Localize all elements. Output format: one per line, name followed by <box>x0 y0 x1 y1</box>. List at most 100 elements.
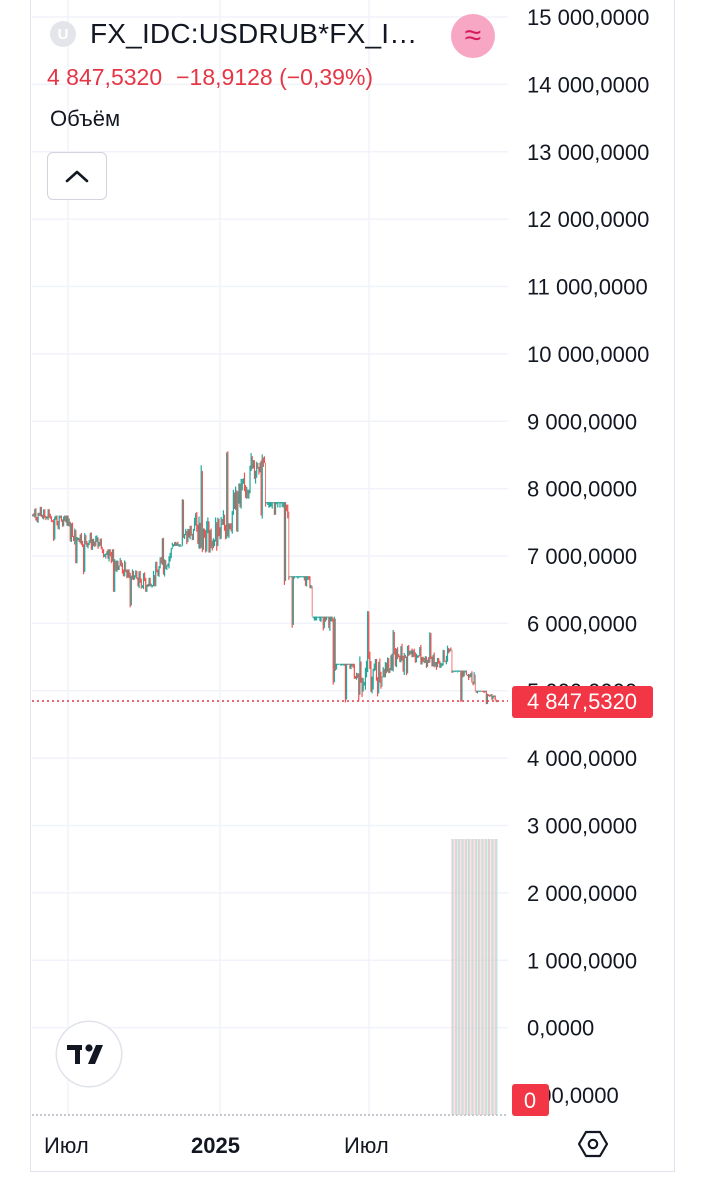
candle <box>182 499 185 538</box>
svg-text:4 847,5320: 4 847,5320 <box>527 689 637 714</box>
candle <box>246 486 248 499</box>
candle <box>353 663 355 679</box>
candle <box>66 515 68 526</box>
candle <box>378 661 380 694</box>
candle <box>272 502 274 504</box>
candle <box>355 672 358 680</box>
candle <box>460 670 462 702</box>
candle <box>39 506 41 517</box>
candle <box>156 561 158 573</box>
candle <box>469 674 471 678</box>
price-legend: 4 847,5320 −18,9128 (−0,39%) <box>47 64 387 91</box>
candle <box>144 572 146 582</box>
candle <box>106 551 108 555</box>
candle <box>129 572 131 608</box>
price-axis-label: 3 000,0000 <box>527 814 637 839</box>
candle <box>94 541 96 547</box>
candle <box>80 533 82 545</box>
candle <box>200 465 202 548</box>
candle <box>127 569 129 578</box>
candle <box>81 540 84 548</box>
candle <box>371 676 373 694</box>
volume-bar <box>457 839 458 1115</box>
candle <box>179 544 181 548</box>
candle <box>374 659 376 671</box>
candle <box>331 616 333 622</box>
candle <box>273 502 276 515</box>
candle <box>472 681 474 686</box>
candle <box>233 492 236 510</box>
candle <box>172 544 175 548</box>
candle <box>31 514 34 517</box>
price-axis-label: 11 000,0000 <box>527 275 648 300</box>
candle <box>464 670 466 673</box>
symbol-legend[interactable]: U FX_IDC:USDRUB*FX_I… <box>50 18 417 50</box>
candle <box>234 486 237 510</box>
candle <box>207 517 209 534</box>
tradingview-logo-icon[interactable] <box>57 1022 121 1086</box>
candle <box>125 561 127 573</box>
candle <box>160 556 162 564</box>
candle <box>100 538 102 550</box>
candle <box>110 551 112 564</box>
candle <box>438 657 440 664</box>
candle <box>466 674 469 677</box>
candle <box>150 583 152 588</box>
candle <box>390 655 392 671</box>
collapse-legend-button[interactable] <box>47 152 107 200</box>
candle <box>482 690 484 693</box>
volume-bar <box>493 839 495 1115</box>
candle <box>218 518 220 537</box>
volume-indicator-label[interactable]: Объём <box>50 106 121 131</box>
symbol-title[interactable]: FX_IDC:USDRUB*FX_I… <box>90 18 418 49</box>
candle <box>279 502 281 508</box>
candle <box>41 514 44 519</box>
candle <box>435 661 438 670</box>
candle <box>394 647 396 667</box>
candle <box>104 554 106 557</box>
candle <box>257 462 259 469</box>
candle <box>36 516 38 522</box>
volume-bar <box>485 839 487 1115</box>
candle <box>87 543 89 549</box>
candle <box>69 521 71 542</box>
candle <box>118 565 120 570</box>
candle <box>140 578 142 589</box>
candle <box>47 509 49 521</box>
candle <box>284 502 287 581</box>
volume-bar <box>465 839 467 1115</box>
candle <box>274 502 277 515</box>
volume-bar <box>472 839 474 1115</box>
candle <box>165 560 167 569</box>
price-axis-label: 1 000,0000 <box>527 948 637 973</box>
candle <box>302 576 304 578</box>
candle <box>157 569 159 576</box>
candle <box>324 616 327 622</box>
candle <box>124 560 126 577</box>
candle <box>490 694 492 697</box>
candle <box>409 650 411 656</box>
settings-icon[interactable] <box>578 1129 608 1159</box>
volume-bar <box>459 839 461 1115</box>
candle <box>459 670 461 672</box>
candle <box>225 524 227 540</box>
candle <box>320 616 322 622</box>
candle <box>338 663 340 665</box>
candle <box>400 646 402 663</box>
candle <box>360 661 362 683</box>
approx-icon[interactable]: ≈ <box>451 14 495 58</box>
candle <box>237 491 239 532</box>
candle <box>171 542 173 550</box>
volume-bar <box>480 839 482 1115</box>
volume-bar <box>470 839 472 1115</box>
candle <box>215 517 217 542</box>
volume-bar <box>473 839 475 1115</box>
candle <box>462 670 464 678</box>
candle <box>293 576 296 579</box>
candle <box>99 538 101 546</box>
candle <box>410 650 412 655</box>
candle <box>70 523 72 543</box>
volume-bar <box>462 839 464 1115</box>
candle <box>431 656 433 667</box>
